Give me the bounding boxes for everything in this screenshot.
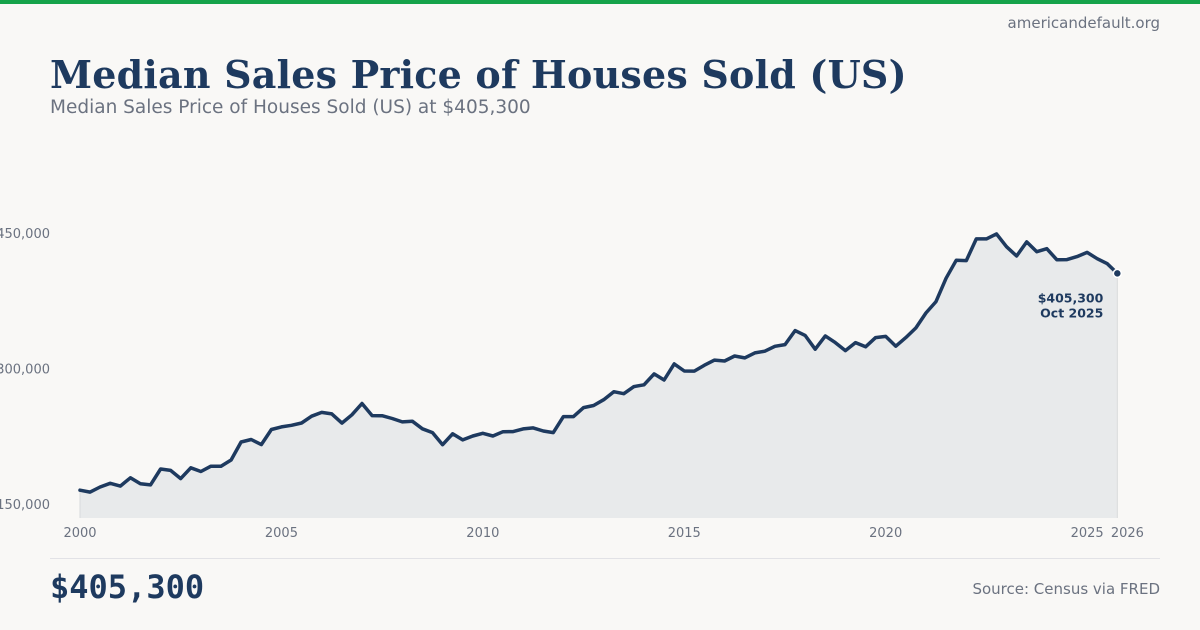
series-line <box>78 232 1120 494</box>
current-value: $405,300 <box>50 568 205 606</box>
end-point-dot <box>1112 268 1123 279</box>
annotation-value: $405,300 <box>1038 290 1104 305</box>
site-name[interactable]: americandefault.org <box>1007 14 1160 32</box>
area-fill <box>80 233 1118 518</box>
x-tick-label: 2026 <box>1111 526 1144 541</box>
x-tick-label: 2000 <box>63 526 96 541</box>
x-axis: 2000 2005 2010 2015 2020 2025 2026 <box>63 526 1143 541</box>
y-tick-label: $450,000 <box>0 227 50 242</box>
x-tick-label: 2010 <box>466 526 499 541</box>
x-tick-label: 2020 <box>869 526 902 541</box>
y-tick-label: $150,000 <box>0 498 50 513</box>
y-axis: $150,000 $300,000 $450,000 <box>0 227 50 513</box>
source-credit: Source: Census via FRED <box>972 580 1160 598</box>
x-tick-label: 2015 <box>668 526 701 541</box>
x-tick-label: 2025 <box>1071 526 1104 541</box>
x-tick-label: 2005 <box>265 526 298 541</box>
annotation-date: Oct 2025 <box>1040 305 1103 320</box>
y-tick-label: $300,000 <box>0 363 50 378</box>
page-title: Median Sales Price of Houses Sold (US) <box>50 52 907 97</box>
footer-divider <box>50 558 1160 559</box>
accent-top-bar <box>0 0 1200 4</box>
page-subtitle: Median Sales Price of Houses Sold (US) a… <box>50 97 531 118</box>
